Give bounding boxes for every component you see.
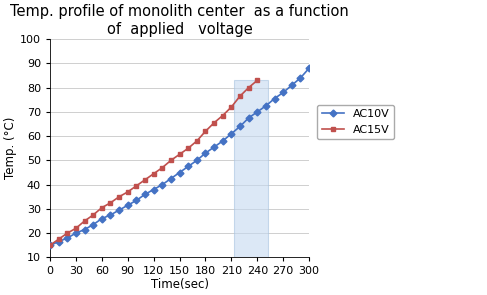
AC10V [237, 125, 243, 128]
AC10V [56, 240, 61, 243]
AC15V [177, 153, 183, 156]
AC10V [194, 159, 200, 162]
AC15V [47, 243, 53, 247]
AC10V [133, 199, 139, 202]
AC15V [211, 121, 217, 124]
AC10V [220, 139, 225, 143]
AC15V [125, 190, 131, 194]
AC10V [159, 183, 165, 186]
AC15V [99, 206, 105, 209]
AC15V [246, 86, 252, 89]
AC10V [142, 193, 148, 196]
Legend: AC10V, AC15V: AC10V, AC15V [317, 105, 394, 140]
AC10V [108, 213, 113, 217]
AC10V [99, 217, 105, 220]
AC15V [133, 184, 139, 188]
AC10V [185, 165, 191, 168]
AC10V [228, 132, 234, 135]
AC10V [298, 76, 303, 80]
AC10V [177, 171, 183, 174]
AC10V [90, 223, 96, 227]
AC10V [116, 208, 122, 212]
Line: AC10V: AC10V [48, 66, 312, 248]
AC10V [272, 97, 278, 100]
AC10V [203, 151, 208, 155]
Bar [234, 80, 268, 258]
AC15V [108, 201, 113, 205]
AC15V [185, 147, 191, 150]
AC10V [246, 116, 252, 120]
AC15V [237, 94, 243, 98]
AC15V [64, 231, 70, 235]
AC15V [254, 78, 260, 82]
AC15V [73, 227, 79, 230]
AC10V [280, 91, 286, 94]
Y-axis label: Temp. (°C): Temp. (°C) [4, 117, 17, 179]
Title: Temp. profile of monolith center  as a function
of  applied   voltage: Temp. profile of monolith center as a fu… [10, 4, 349, 37]
AC15V [82, 219, 88, 223]
AC15V [116, 195, 122, 199]
AC15V [90, 213, 96, 217]
AC15V [168, 159, 174, 162]
AC10V [211, 145, 217, 149]
AC15V [228, 105, 234, 109]
AC15V [194, 139, 200, 143]
AC10V [254, 110, 260, 114]
AC10V [73, 231, 79, 235]
AC15V [150, 172, 156, 176]
AC10V [306, 66, 312, 70]
AC10V [125, 204, 131, 207]
AC15V [56, 237, 61, 241]
AC15V [142, 178, 148, 181]
AC15V [220, 114, 225, 117]
AC10V [64, 236, 70, 240]
AC10V [263, 104, 269, 108]
AC10V [168, 177, 174, 180]
AC10V [47, 243, 53, 247]
AC10V [289, 83, 295, 87]
AC10V [150, 188, 156, 191]
X-axis label: Time(sec): Time(sec) [150, 278, 208, 291]
AC15V [203, 130, 208, 133]
Line: AC15V: AC15V [48, 78, 260, 248]
AC10V [82, 228, 88, 231]
AC15V [159, 166, 165, 169]
